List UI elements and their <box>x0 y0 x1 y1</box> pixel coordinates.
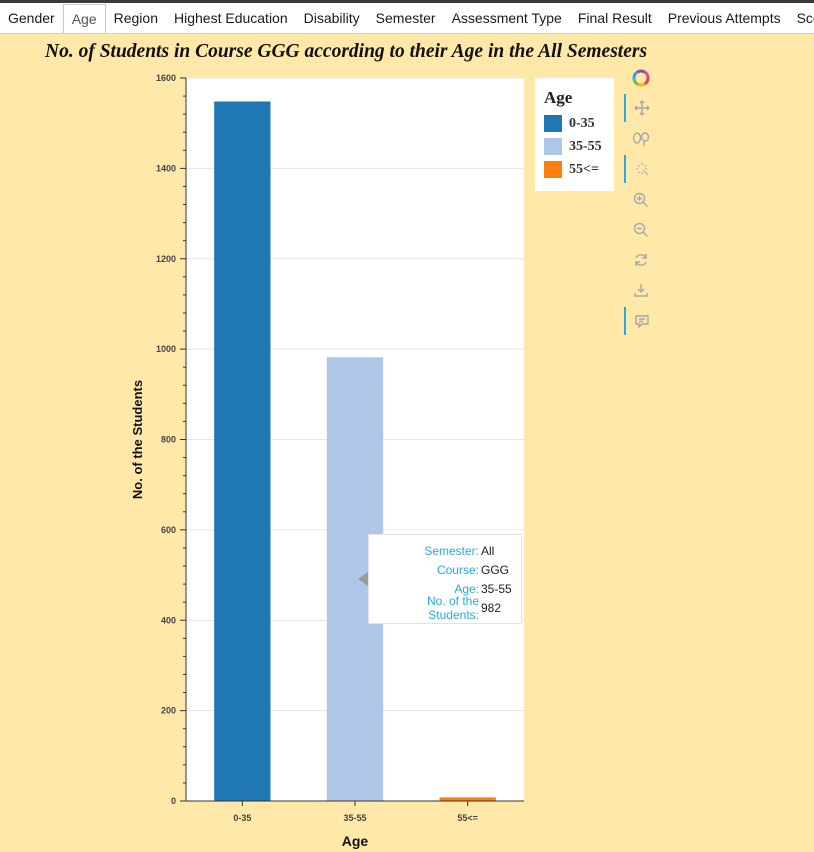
legend-title: Age <box>544 88 573 107</box>
y-tick-label: 1400 <box>156 163 176 173</box>
legend-item-0-35: 0-35 <box>544 112 614 135</box>
tab-final-result[interactable]: Final Result <box>577 10 652 26</box>
x-axis-label: Age <box>342 833 369 849</box>
tab-gender[interactable]: Gender <box>8 10 55 26</box>
legend-label: 35-55 <box>569 138 602 154</box>
reset-icon[interactable] <box>624 246 658 274</box>
x-tick-label: 55<= <box>457 813 478 823</box>
tooltip-value: 35-55 <box>481 581 512 596</box>
tab-region[interactable]: Region <box>113 10 158 26</box>
legend-swatch <box>544 138 562 155</box>
bar-55<=[interactable] <box>439 797 496 801</box>
box-zoom-icon[interactable] <box>624 125 658 153</box>
legend-label: 55<= <box>569 161 599 177</box>
y-tick-label: 1600 <box>156 73 176 83</box>
legend-swatch <box>544 115 562 132</box>
tooltip-row-count: No. of the Students: 982 <box>373 594 513 622</box>
chart-legend: Age 0-35 35-55 55<= <box>535 78 614 191</box>
hover-tooltip: Semester: All Course: GGG Age: 35-55 No.… <box>368 534 522 624</box>
tooltip-row-course: Course: GGG <box>373 560 513 579</box>
legend-item-35-55: 35-55 <box>544 135 614 158</box>
tooltip-value: All <box>481 543 495 558</box>
tooltip-value: GGG <box>481 562 510 577</box>
tooltip-arrow <box>358 572 368 586</box>
pan-icon[interactable] <box>624 94 658 122</box>
hover-icon[interactable] <box>624 307 658 335</box>
legend-swatch <box>544 161 562 178</box>
y-tick-label: 1200 <box>156 254 176 264</box>
y-tick-label: 600 <box>161 525 176 535</box>
tab-previous-attempts[interactable]: Previous Attempts <box>667 10 781 26</box>
zoom-in-icon[interactable] <box>624 186 658 214</box>
y-tick-label: 0 <box>171 796 176 806</box>
tab-bar: Gender Age Region Highest Education Disa… <box>0 3 814 34</box>
y-axis-label: No. of the Students <box>130 380 145 499</box>
tab-assessment-type[interactable]: Assessment Type <box>451 10 562 26</box>
window-top-border <box>0 0 814 3</box>
x-tick-label: 35-55 <box>343 813 366 823</box>
y-tick-label: 1000 <box>156 344 176 354</box>
legend-label: 0-35 <box>569 115 595 131</box>
save-icon[interactable] <box>624 276 658 304</box>
tab-age[interactable]: Age <box>62 4 106 33</box>
tap-icon[interactable] <box>624 155 658 183</box>
logo-icon[interactable] <box>624 64 658 92</box>
bar-0-35[interactable] <box>214 101 271 801</box>
tooltip-key: Course: <box>436 562 479 577</box>
zoom-out-icon[interactable] <box>624 216 658 244</box>
tooltip-key: Semester: <box>424 543 479 558</box>
y-tick-label: 200 <box>161 706 176 716</box>
tooltip-row-age: Age: 35-55 <box>373 579 513 598</box>
x-tick-label: 0-35 <box>233 813 251 823</box>
tab-highest-education[interactable]: Highest Education <box>174 10 288 26</box>
tooltip-value: 982 <box>481 600 502 615</box>
tooltip-row-semester: Semester: All <box>373 541 513 560</box>
tab-disability[interactable]: Disability <box>303 10 360 26</box>
tab-scores[interactable]: Scores <box>796 10 814 26</box>
chart-title: No. of Students in Course GGG according … <box>45 41 648 62</box>
tab-semester[interactable]: Semester <box>375 10 436 26</box>
legend-item-55-plus: 55<= <box>544 158 614 181</box>
y-tick-label: 800 <box>161 435 176 445</box>
y-tick-label: 400 <box>161 615 176 625</box>
tooltip-key: Age: <box>454 581 479 596</box>
tooltip-key: No. of the Students: <box>426 593 479 622</box>
